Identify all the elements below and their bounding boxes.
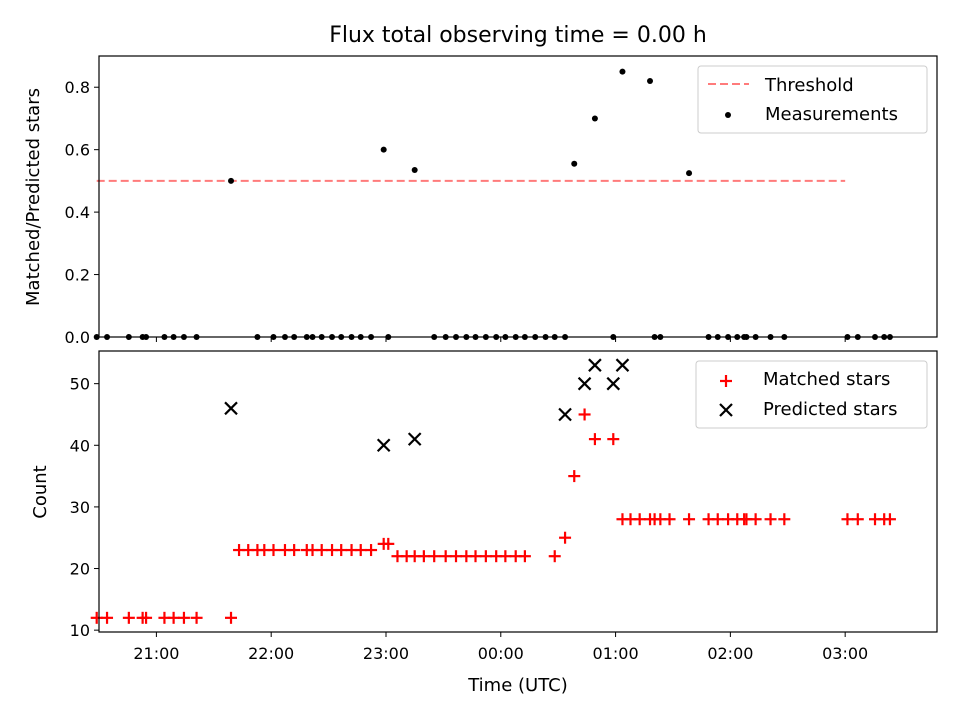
matched-star-marker [140,611,153,624]
bottom-legend: Matched stars Predicted stars [695,360,928,429]
measurement-point [228,177,235,184]
matched-star-marker [683,513,696,526]
top-y-tick-label: 0.2 [65,266,90,285]
chart-title: Flux total observing time = 0.00 h [329,23,707,48]
matched-star-marker [778,513,791,526]
top-plot-frame [98,55,938,338]
measurement-point [686,170,693,177]
predicted-star-marker [615,358,630,372]
matched-star-marker [883,513,896,526]
measurement-point [619,68,626,75]
matched-star-marker [841,513,854,526]
matched-star-marker [711,513,724,526]
matched-star-marker [417,550,430,563]
measurement-point [591,115,598,122]
matched-star-marker [335,544,348,557]
predicted-star-marker [588,358,602,372]
matched-star-marker [588,433,601,446]
top-y-tick-label: 0.0 [65,328,90,347]
matched-star-marker [315,544,328,557]
bottom-y-tick-label: 50 [70,375,90,394]
matched-star-marker [354,544,367,557]
bottom-legend-box [695,360,928,429]
matched-star-marker [633,513,646,526]
matched-star-marker [764,513,777,526]
bottom-x-tick-label: 00:00 [478,644,524,663]
bottom-x-tick-label: 02:00 [707,644,753,663]
matched-star-marker [288,544,301,557]
measurement-point [380,146,387,153]
matched-star-marker [469,550,482,563]
top-y-tick-label: 0.4 [65,203,90,222]
predicted-star-marker [407,432,422,446]
legend-matched-label: Matched stars [763,369,890,390]
predicted-star-marker [224,401,238,416]
bottom-y-tick-label: 40 [70,436,90,455]
bottom-y-axis-label: Count [30,465,51,518]
measurement-point [647,77,654,84]
top-panel: Flux total observing time = 0.00 h 0.0 0.… [23,23,938,347]
matched-star-marker [122,611,135,624]
bottom-plot-frame [98,350,938,633]
matched-star-marker [548,550,561,563]
bottom-x-tick-label: 21:00 [133,644,179,663]
measurement-point [571,160,578,167]
matched-star-marker [439,550,452,563]
legend-measurements-swatch [725,112,731,118]
matched-star-marker [365,544,378,557]
predicted-star-marker [606,376,621,391]
matched-star-marker [428,550,441,563]
matched-star-marker [559,531,572,544]
top-y-tick-label: 0.8 [65,78,90,97]
measurement-point [411,166,418,173]
predicted-star-marker [376,438,391,453]
bottom-y-tick-label: 10 [70,621,90,640]
matched-star-marker [167,611,180,624]
predicted-star-marker [577,376,592,391]
bottom-x-tick-label: 23:00 [363,644,409,663]
predicted-star-marker [558,407,572,422]
top-y-axis-label: Matched/Predicted stars [23,88,44,306]
matched-star-marker [101,611,114,624]
matched-star-marker [518,550,531,563]
matched-star-marker [851,513,864,526]
bottom-x-tick-label: 22:00 [248,644,294,663]
top-legend-box [697,65,928,134]
matched-star-marker [568,470,581,483]
matched-star-marker [267,544,280,557]
x-axis-label: Time (UTC) [467,675,568,696]
top-y-tick-label: 0.6 [65,141,90,160]
legend-predicted-swatch [719,403,733,417]
measurement-point [93,334,100,340]
matched-star-marker [578,408,591,421]
legend-matched-swatch [720,375,732,387]
matched-star-marker [607,433,620,446]
top-legend: Threshold Measurements [697,65,928,134]
matched-star-marker [663,513,676,526]
legend-threshold-label: Threshold [764,75,854,96]
bottom-plot-area: 10 20 30 40 50 21:00 22:00 23:00 00:00 01:00 02:00… [70,358,896,663]
matched-star-marker [90,611,103,624]
legend-measurements-label: Measurements [765,104,898,125]
bottom-panel: 10 20 30 40 50 21:00 22:00 23:00 00:00 01:00 02:00… [30,350,938,696]
matched-star-marker [749,513,762,526]
matched-star-marker [499,550,512,563]
matched-star-marker [225,611,238,624]
matched-star-marker [450,550,463,563]
matched-star-marker [382,537,395,550]
matched-star-marker [190,611,203,624]
bottom-y-tick-label: 20 [70,560,90,579]
bottom-y-tick-label: 30 [70,498,90,517]
bottom-x-tick-label: 01:00 [593,644,639,663]
bottom-x-tick-label: 03:00 [822,644,868,663]
matched-star-marker [479,550,492,563]
matched-star-marker [177,611,190,624]
legend-predicted-label: Predicted stars [763,399,897,420]
